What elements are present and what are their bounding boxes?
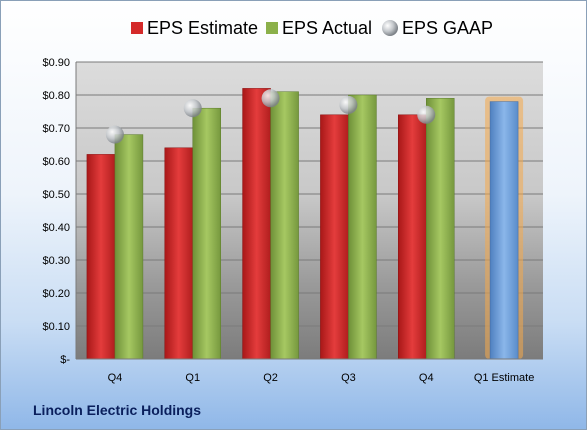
marker-eps-gaap — [417, 105, 436, 124]
legend-swatch — [266, 22, 278, 34]
bar-eps-estimate — [242, 88, 271, 360]
bar-eps-estimate — [164, 147, 193, 360]
x-tick-label: Q1 — [185, 372, 200, 384]
legend-swatch — [382, 20, 398, 36]
bar-eps-actual — [270, 91, 299, 360]
x-tick-label: Q1 Estimate — [474, 372, 535, 384]
bar-eps-estimate — [398, 114, 427, 360]
y-tick-label: $0.40 — [42, 222, 70, 234]
legend-label: EPS GAAP — [402, 18, 493, 38]
bar-eps-actual — [348, 94, 377, 360]
y-tick-label: $0.80 — [42, 90, 70, 102]
legend-swatch — [131, 22, 143, 34]
marker-eps-gaap — [105, 125, 124, 144]
bar-eps-estimate — [320, 114, 349, 360]
legend-label: EPS Estimate — [147, 18, 258, 38]
y-tick-label: $0.10 — [42, 321, 70, 333]
bar-eps-actual — [426, 98, 455, 360]
y-tick-label: $0.20 — [42, 288, 70, 300]
y-tick-label: $0.30 — [42, 255, 70, 267]
marker-eps-gaap — [261, 89, 280, 108]
bar-eps-actual — [192, 107, 221, 360]
y-tick-label: $0.90 — [42, 57, 70, 69]
bar-eps-actual — [114, 134, 144, 360]
x-tick-label: Q2 — [263, 372, 278, 384]
company-name: Lincoln Electric Holdings — [33, 402, 202, 418]
x-tick-label: Q3 — [341, 372, 356, 384]
legend-label: EPS Actual — [282, 18, 372, 38]
plot-area — [76, 62, 543, 359]
y-tick-label: $0.70 — [42, 123, 70, 135]
bar-eps-estimate — [86, 154, 116, 360]
x-tick-label: Q4 — [108, 372, 123, 384]
marker-eps-gaap — [339, 95, 358, 114]
x-tick-label: Q4 — [419, 372, 434, 384]
marker-eps-gaap — [183, 99, 202, 118]
y-tick-label: $0.60 — [42, 156, 70, 168]
y-tick-label: $0.50 — [42, 189, 70, 201]
y-tick-label: $- — [60, 354, 70, 366]
bar-q1-estimate — [489, 101, 519, 360]
